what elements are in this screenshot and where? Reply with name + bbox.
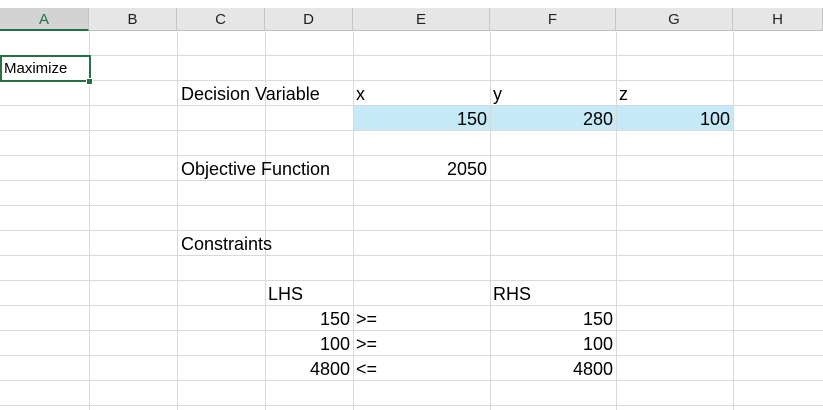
cell-f13[interactable]: 100 — [582, 334, 613, 354]
column-header-b[interactable]: B — [89, 8, 177, 31]
column-header-bar: A B C D E F G H — [0, 8, 823, 32]
fill-handle[interactable] — [86, 78, 93, 85]
cell-a2[interactable]: Maximize — [4, 60, 68, 77]
gridline — [0, 355, 823, 356]
gridline — [0, 55, 823, 56]
cell-f14[interactable]: 4800 — [572, 359, 613, 379]
cell-e3[interactable]: x — [356, 84, 365, 104]
gridline — [0, 405, 823, 406]
cell-c9[interactable]: Constraints — [181, 234, 273, 254]
cell-g4[interactable]: 100 — [699, 109, 730, 129]
cell-e6[interactable]: 2050 — [446, 159, 487, 179]
column-header-d[interactable]: D — [265, 8, 353, 31]
gridline — [0, 130, 823, 131]
cell-d11[interactable]: LHS — [268, 284, 304, 304]
gridline — [353, 32, 354, 410]
active-cell-border — [0, 55, 91, 82]
cell-d13[interactable]: 100 — [319, 334, 350, 354]
cell-e13[interactable]: >= — [356, 334, 378, 354]
column-header-f[interactable]: F — [490, 8, 616, 31]
gridline — [0, 380, 823, 381]
gridline — [265, 32, 266, 410]
cell-f11[interactable]: RHS — [493, 284, 532, 304]
cell-f12[interactable]: 150 — [582, 309, 613, 329]
gridline — [0, 180, 823, 181]
gridline — [177, 32, 178, 410]
gridline — [0, 205, 823, 206]
column-header-c[interactable]: C — [177, 8, 265, 31]
gridline — [0, 80, 823, 81]
column-header-e[interactable]: E — [353, 8, 490, 31]
cell-e12[interactable]: >= — [356, 309, 378, 329]
cell-d14[interactable]: 4800 — [309, 359, 350, 379]
gridline — [0, 280, 823, 281]
gridline — [0, 255, 823, 256]
cell-f3[interactable]: y — [493, 84, 502, 104]
cell-d12[interactable]: 150 — [319, 309, 350, 329]
cell-c3[interactable]: Decision Variable — [181, 84, 320, 104]
gridline — [616, 32, 617, 410]
cell-e4[interactable]: 150 — [456, 109, 487, 129]
gridline — [733, 32, 734, 410]
gridline — [0, 155, 823, 156]
column-header-a[interactable]: A — [0, 8, 89, 31]
gridline — [490, 32, 491, 410]
gridline — [0, 330, 823, 331]
cell-g3[interactable]: z — [619, 84, 628, 104]
cell-e14[interactable]: <= — [356, 359, 378, 379]
cell-grid[interactable]: Maximize Decision Variable x y z 150 280… — [0, 32, 823, 410]
column-header-g[interactable]: G — [616, 8, 733, 31]
cell-f4[interactable]: 280 — [582, 109, 613, 129]
gridline — [89, 32, 90, 410]
cell-c6[interactable]: Objective Function — [181, 159, 331, 179]
highlight-range — [353, 105, 733, 130]
gridline — [0, 105, 823, 106]
gridline — [0, 305, 823, 306]
column-header-h[interactable]: H — [733, 8, 823, 31]
gridline — [0, 230, 823, 231]
